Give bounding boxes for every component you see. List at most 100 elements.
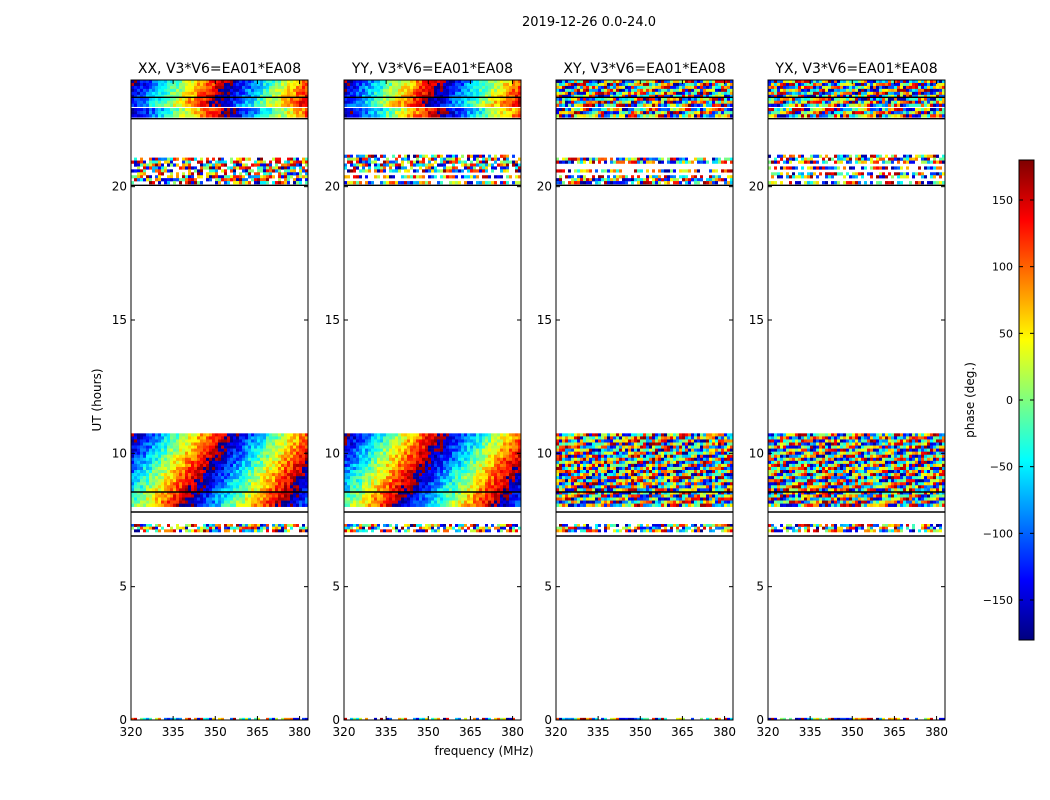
phase-cell — [242, 439, 245, 443]
phase-cell — [227, 488, 230, 492]
phase-cell — [491, 181, 494, 185]
phase-cell — [488, 97, 491, 102]
phase-cell — [449, 436, 452, 440]
phase-cell — [374, 433, 377, 437]
phase-cell — [464, 439, 467, 443]
phase-cell — [392, 100, 395, 105]
phase-cell — [422, 488, 425, 492]
x-tick-label: 380 — [288, 725, 311, 739]
phase-cell — [458, 463, 461, 468]
phase-cell — [185, 160, 188, 164]
phase-cell — [482, 114, 485, 118]
phase-cell — [449, 97, 452, 102]
phase-cell — [428, 491, 431, 495]
phase-cell — [167, 157, 170, 161]
phase-cell — [410, 466, 413, 471]
phase-cell — [410, 433, 413, 437]
phase-cell — [347, 445, 350, 449]
phase-cell — [233, 166, 236, 170]
phase-cell — [251, 97, 254, 102]
phase-cell — [365, 479, 368, 483]
phase-cell — [305, 526, 308, 530]
phase-cell — [515, 82, 518, 87]
phase-cell — [344, 457, 347, 462]
phase-cell — [281, 470, 284, 474]
phase-cell — [425, 482, 428, 486]
phase-cell — [398, 457, 401, 462]
phase-cell — [152, 497, 155, 501]
phase-cell — [287, 445, 290, 449]
phase-cell — [437, 442, 440, 446]
phase-cell — [383, 114, 386, 118]
phase-cell — [380, 108, 383, 112]
phase-cell — [287, 491, 290, 495]
phase-cell — [404, 80, 407, 84]
phase-cell — [446, 157, 449, 161]
phase-cell — [257, 479, 260, 483]
phase-cell — [200, 717, 203, 721]
phase-cell — [293, 166, 296, 170]
phase-cell — [143, 163, 146, 167]
phase-cell — [299, 503, 302, 507]
phase-cell — [233, 91, 236, 96]
phase-cell — [263, 470, 266, 474]
phase-cell — [179, 482, 182, 486]
phase-cell — [443, 473, 446, 477]
phase-cell — [461, 439, 464, 443]
phase-cell — [269, 503, 272, 507]
phase-cell — [431, 163, 434, 167]
phase-cell — [281, 103, 284, 107]
phase-cell — [185, 91, 188, 96]
phase-cell — [155, 466, 158, 471]
phase-cell — [371, 108, 374, 112]
phase-cell — [509, 482, 512, 486]
phase-cell — [194, 479, 197, 483]
phase-cell — [191, 114, 194, 118]
phase-cell — [209, 82, 212, 87]
phase-cell — [455, 114, 458, 118]
phase-cell — [350, 491, 353, 495]
phase-cell — [200, 470, 203, 474]
phase-cell — [191, 529, 194, 533]
phase-cell — [209, 488, 212, 492]
phase-cell — [215, 175, 218, 179]
phase-cell — [518, 175, 521, 179]
phase-cell — [389, 436, 392, 440]
phase-cell — [419, 448, 422, 452]
phase-cell — [365, 439, 368, 443]
phase-cell — [413, 175, 416, 179]
phase-cell — [374, 160, 377, 164]
phase-cell — [203, 476, 206, 480]
phase-cell — [161, 445, 164, 449]
phase-cell — [386, 94, 389, 99]
phase-cell — [482, 473, 485, 477]
phase-cell — [410, 82, 413, 87]
phase-cell — [275, 482, 278, 486]
phase-cell — [242, 80, 245, 84]
phase-cell — [200, 529, 203, 533]
phase-cell — [239, 433, 242, 437]
phase-cell — [188, 97, 191, 102]
phase-cell — [347, 454, 350, 459]
phase-cell — [296, 172, 299, 176]
phase-cell — [383, 445, 386, 449]
phase-cell — [503, 91, 506, 96]
phase-cell — [143, 80, 146, 84]
phase-cell — [386, 476, 389, 480]
phase-cell — [458, 160, 461, 164]
phase-cell — [251, 488, 254, 492]
phase-cell — [386, 473, 389, 477]
phase-cell — [371, 436, 374, 440]
phase-cell — [401, 460, 404, 465]
phase-cell — [203, 103, 206, 107]
phase-cell — [215, 491, 218, 495]
phase-cell — [239, 172, 242, 176]
phase-cell — [299, 497, 302, 501]
phase-cell — [299, 169, 302, 173]
phase-cell — [416, 466, 419, 471]
phase-cell — [158, 85, 161, 90]
phase-cell — [452, 169, 455, 173]
phase-cell — [302, 451, 305, 456]
phase-cell — [404, 460, 407, 465]
phase-cell — [440, 445, 443, 449]
